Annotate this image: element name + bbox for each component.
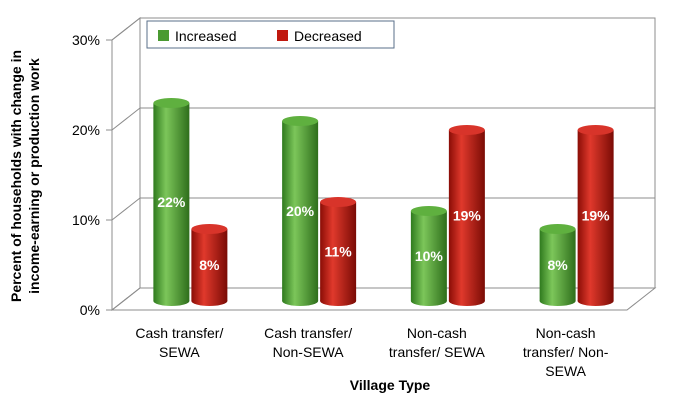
bar-body xyxy=(448,130,485,301)
bar-base xyxy=(539,296,576,306)
bar-body xyxy=(577,130,614,301)
bar-value-label: 19% xyxy=(453,208,482,224)
y-axis-label-line: income-earning or production work xyxy=(26,58,42,294)
x-axis-label: Village Type xyxy=(350,377,431,393)
y-tick-label: 30% xyxy=(72,32,100,48)
x-tick-label: Non-cash transfer/ Non- SEWA xyxy=(523,325,609,379)
x-tick-label-line: Cash transfer/ xyxy=(264,325,352,341)
bar-top xyxy=(539,224,576,234)
x-tick-label: Non-cash transfer/ SEWA xyxy=(389,325,486,360)
y-axis-ticks: 0% 10% 20% 30% xyxy=(72,32,112,318)
legend-swatch xyxy=(277,30,288,41)
bar-base xyxy=(410,296,447,306)
x-tick-label-line: transfer/ Non- xyxy=(523,344,609,360)
bar-top xyxy=(282,116,319,126)
bar-body xyxy=(320,202,357,301)
bar-top xyxy=(191,224,228,234)
y-tick-label: 0% xyxy=(80,302,100,318)
bar-base xyxy=(448,296,485,306)
bar-base xyxy=(282,296,319,306)
x-tick-label-line: Non-cash xyxy=(536,325,596,341)
bar: 11% xyxy=(320,197,357,306)
bar-value-label: 8% xyxy=(548,257,569,273)
y-tick-label: 10% xyxy=(72,212,100,228)
bar: 8% xyxy=(191,224,228,306)
bar-body xyxy=(153,103,190,301)
x-tick-label-line: SEWA xyxy=(159,344,200,360)
side-wall xyxy=(111,16,141,312)
legend-label: Increased xyxy=(175,28,236,44)
legend-label: Decreased xyxy=(294,28,362,44)
bar-base xyxy=(577,296,614,306)
bar-top xyxy=(448,125,485,135)
bar-value-label: 11% xyxy=(325,244,353,260)
bar: 19% xyxy=(448,125,485,306)
legend-swatch xyxy=(158,30,169,41)
gridline xyxy=(111,17,655,41)
x-tick-label-line: transfer/ SEWA xyxy=(389,344,486,360)
y-tick-label: 20% xyxy=(72,122,100,138)
bar: 8% xyxy=(539,224,576,306)
x-tick-label-line: Non-SEWA xyxy=(273,344,345,360)
bar-value-label: 20% xyxy=(286,203,315,219)
bar-top xyxy=(153,98,190,108)
y-axis-label-line: Percent of households with change in xyxy=(8,50,24,302)
bar: 20% xyxy=(282,116,319,306)
bar-value-label: 10% xyxy=(415,248,444,264)
bar-value-label: 19% xyxy=(582,208,611,224)
bar-value-label: 22% xyxy=(157,194,186,210)
x-tick-label: Cash transfer/SEWA xyxy=(135,325,223,360)
bar: 10% xyxy=(410,206,447,306)
bar-body xyxy=(282,121,319,301)
bar: 19% xyxy=(577,125,614,306)
bar: 22% xyxy=(153,98,190,306)
bar-top xyxy=(410,206,447,216)
bar-base xyxy=(320,296,357,306)
y-axis-label: Percent of households with change in inco… xyxy=(8,50,42,302)
x-tick-label: Cash transfer/Non-SEWA xyxy=(264,325,352,360)
gridline xyxy=(111,107,655,131)
bar-body xyxy=(410,211,447,301)
bar-top xyxy=(577,125,614,135)
bar-base xyxy=(191,296,228,306)
bar-body xyxy=(191,229,228,301)
legend-box xyxy=(146,20,395,49)
bar-body xyxy=(539,229,576,301)
bar-top xyxy=(320,197,357,207)
x-tick-label-line: Non-cash xyxy=(407,325,467,341)
x-tick-label-line: SEWA xyxy=(545,363,586,379)
bar-base xyxy=(153,296,190,306)
bars: 22% 8% 20% 11% 10% 19% 8% 19% xyxy=(153,98,614,306)
legend: Increased Decreased xyxy=(146,20,395,49)
bar-value-label: 8% xyxy=(199,257,220,273)
x-tick-label-line: Cash transfer/ xyxy=(135,325,223,341)
